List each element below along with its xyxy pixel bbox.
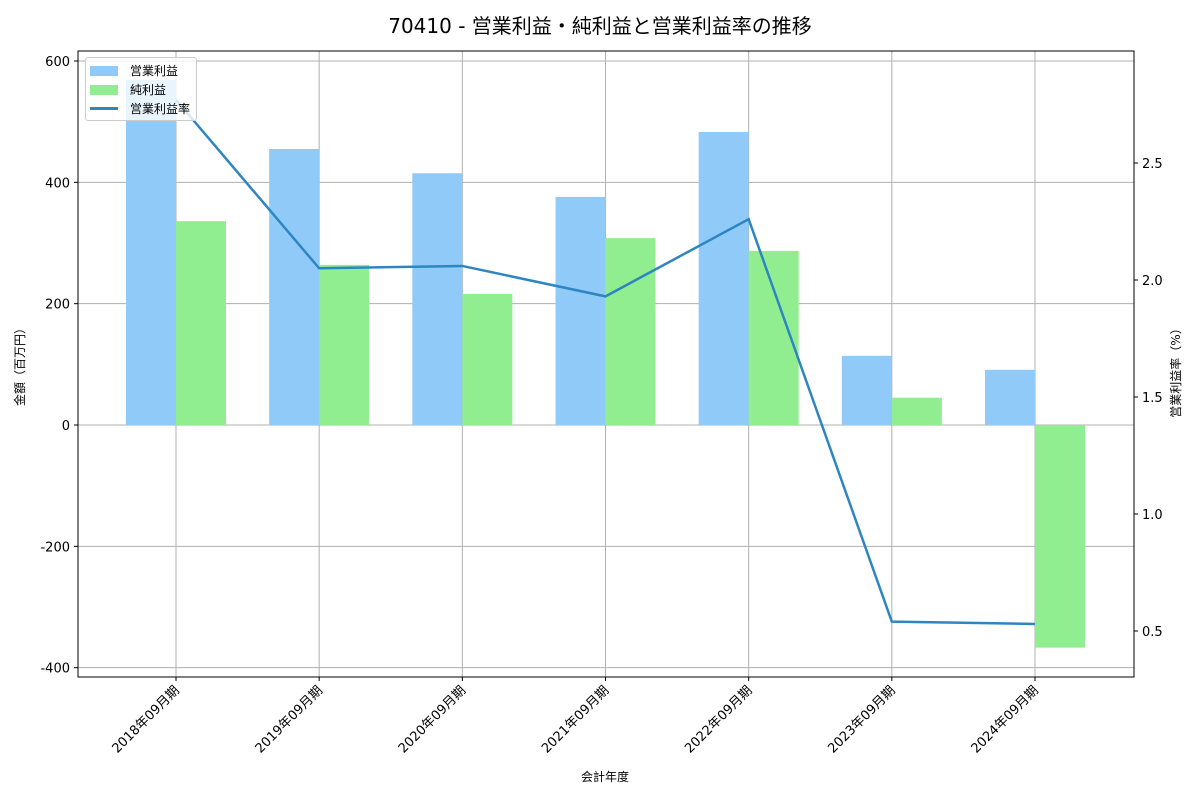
bar-net-profit xyxy=(891,397,942,425)
x-tick-label: 2021年09月期 xyxy=(539,683,612,756)
y2-tick-label: 0.5 xyxy=(1142,625,1163,640)
bar-net-profit xyxy=(605,238,656,425)
bar-operating-profit xyxy=(985,369,1035,425)
bar-operating-profit xyxy=(841,355,892,425)
y2-tick-label: 2.0 xyxy=(1142,274,1163,289)
y2-tick-label: 2.5 xyxy=(1142,157,1163,172)
x-tick-label: 2023年09月期 xyxy=(825,683,898,756)
legend-swatch-operating-profit xyxy=(90,65,118,76)
bar-net-profit xyxy=(1035,425,1085,648)
y2-axis-label: 営業利益率（%） xyxy=(1168,322,1183,417)
legend: 営業利益 純利益 営業利益率 xyxy=(85,57,198,121)
x-tick-label: 2022年09月期 xyxy=(682,683,755,756)
legend-label: 営業利益率 xyxy=(130,102,191,116)
x-tick-label: 2024年09月期 xyxy=(969,683,1042,756)
line-operating-margin xyxy=(175,99,1036,626)
y-tick-label: 200 xyxy=(45,298,70,313)
y-tick-label: 400 xyxy=(45,176,70,191)
legend-label: 営業利益 xyxy=(130,64,179,78)
bar-operating-profit xyxy=(412,173,463,425)
x-tick-label: 2018年09月期 xyxy=(110,683,183,756)
x-tick-label: 2020年09月期 xyxy=(396,683,469,756)
legend-label: 純利益 xyxy=(130,83,167,97)
bar-operating-profit xyxy=(555,196,606,425)
y-axis-label: 金額（百万円） xyxy=(12,322,27,406)
y2-tick-label: 1.5 xyxy=(1142,391,1163,406)
bar-operating-profit xyxy=(126,79,176,425)
y-tick-label: 0 xyxy=(62,419,70,434)
y-tick-label: -400 xyxy=(40,662,70,677)
bar-net-profit xyxy=(462,293,513,425)
y-tick-label: -200 xyxy=(40,540,70,555)
x-axis-label: 会計年度 xyxy=(581,769,629,784)
legend-item-operating-profit: 営業利益 xyxy=(90,61,190,80)
bar-net-profit xyxy=(319,264,370,425)
y2-tick-label: 1.0 xyxy=(1142,508,1163,523)
legend-line-margin xyxy=(90,107,118,110)
bar-operating-profit xyxy=(698,131,749,426)
x-tick-label: 2019年09月期 xyxy=(253,683,326,756)
bar-operating-profit xyxy=(269,148,320,425)
bar-net-profit xyxy=(176,221,226,425)
chart-title: 70410 - 営業利益・純利益と営業利益率の推移 xyxy=(388,14,812,38)
y-tick-label: 600 xyxy=(45,55,70,70)
legend-item-net-profit: 純利益 xyxy=(90,80,190,99)
legend-swatch-net-profit xyxy=(90,84,118,95)
legend-item-margin: 営業利益率 xyxy=(90,99,190,118)
